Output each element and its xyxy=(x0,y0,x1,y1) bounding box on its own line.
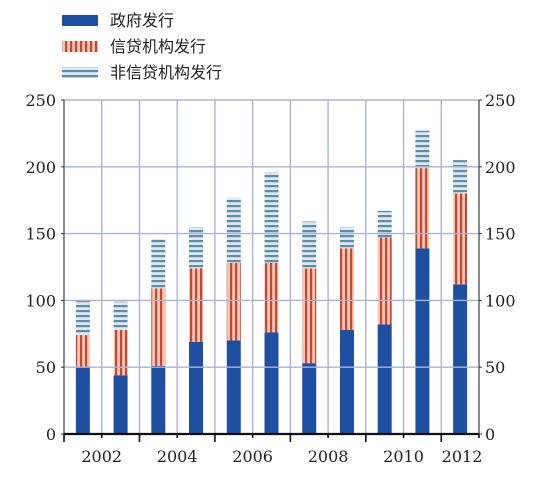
bar-segment-non-credit-institution xyxy=(151,238,166,289)
y-tick-label-left: 150 xyxy=(25,225,56,244)
bar-segment-credit-institution xyxy=(377,237,392,325)
bar-segment-credit-institution xyxy=(189,268,204,342)
legend-swatch xyxy=(62,67,98,78)
y-tick-label-left: 50 xyxy=(36,358,56,377)
bar-segment-credit-institution xyxy=(264,262,279,333)
legend-label: 非信贷机构发行 xyxy=(110,63,222,82)
bar-segment-government xyxy=(377,324,392,434)
y-tick-label-left: 0 xyxy=(46,425,56,444)
x-tick-label: 2010 xyxy=(383,447,424,466)
bar-segment-non-credit-institution xyxy=(377,210,392,238)
y-tick-label-right: 250 xyxy=(485,91,516,110)
bar-segment-non-credit-institution xyxy=(264,172,279,263)
bar-segment-non-credit-institution xyxy=(415,130,430,169)
bar-segment-credit-institution xyxy=(75,335,90,368)
x-tick-label: 2002 xyxy=(81,447,122,466)
bar-segment-non-credit-institution xyxy=(75,300,90,336)
bar-segment-credit-institution xyxy=(113,329,128,376)
plot-area: 0 0 50 50 100 100 150 150 200 200 250 250 2002 2004 20… xyxy=(25,91,515,466)
x-tick-label: 2004 xyxy=(157,447,198,466)
bar-segment-credit-institution xyxy=(415,168,430,249)
y-tick-label-right: 0 xyxy=(485,425,495,444)
bar-segment-non-credit-institution xyxy=(302,221,317,269)
bar-segment-government xyxy=(339,329,354,434)
bar-segment-government xyxy=(264,332,279,434)
legend-label: 信贷机构发行 xyxy=(110,37,206,56)
y-tick-label-right: 100 xyxy=(485,291,516,310)
x-tick-label: 2006 xyxy=(232,447,273,466)
bar-segment-non-credit-institution xyxy=(189,226,204,269)
bar-segment-non-credit-institution xyxy=(453,160,468,194)
y-tick-label-left: 100 xyxy=(25,291,56,310)
bar-segment-credit-institution xyxy=(302,268,317,364)
bar-segment-credit-institution xyxy=(226,262,241,341)
bar-segment-non-credit-institution xyxy=(113,301,128,330)
bar-segment-government xyxy=(226,340,241,434)
x-tick-label: 2012 xyxy=(442,447,483,466)
bar-segment-credit-institution xyxy=(339,248,354,330)
bar-segment-government xyxy=(453,284,468,434)
bar-segment-government xyxy=(302,363,317,434)
bar-segment-credit-institution xyxy=(453,193,468,285)
y-tick-label-right: 150 xyxy=(485,225,516,244)
bar-segment-non-credit-institution xyxy=(339,226,354,249)
bar-segment-government xyxy=(113,375,128,434)
bar-segment-government xyxy=(415,248,430,434)
bar-segment-non-credit-institution xyxy=(226,197,241,263)
bar-segment-credit-institution xyxy=(151,288,166,366)
y-tick-label-left: 200 xyxy=(25,158,56,177)
legend-swatch xyxy=(62,41,98,52)
x-tick-label: 2008 xyxy=(308,447,349,466)
legend-swatch xyxy=(62,15,98,26)
bar-segment-government xyxy=(189,341,204,434)
legend-label: 政府发行 xyxy=(110,11,174,30)
y-tick-label-left: 250 xyxy=(25,91,56,110)
bar-segment-government xyxy=(75,367,90,434)
bar-segment-government xyxy=(151,365,166,434)
y-tick-label-right: 200 xyxy=(485,158,516,177)
y-tick-label-right: 50 xyxy=(485,358,505,377)
